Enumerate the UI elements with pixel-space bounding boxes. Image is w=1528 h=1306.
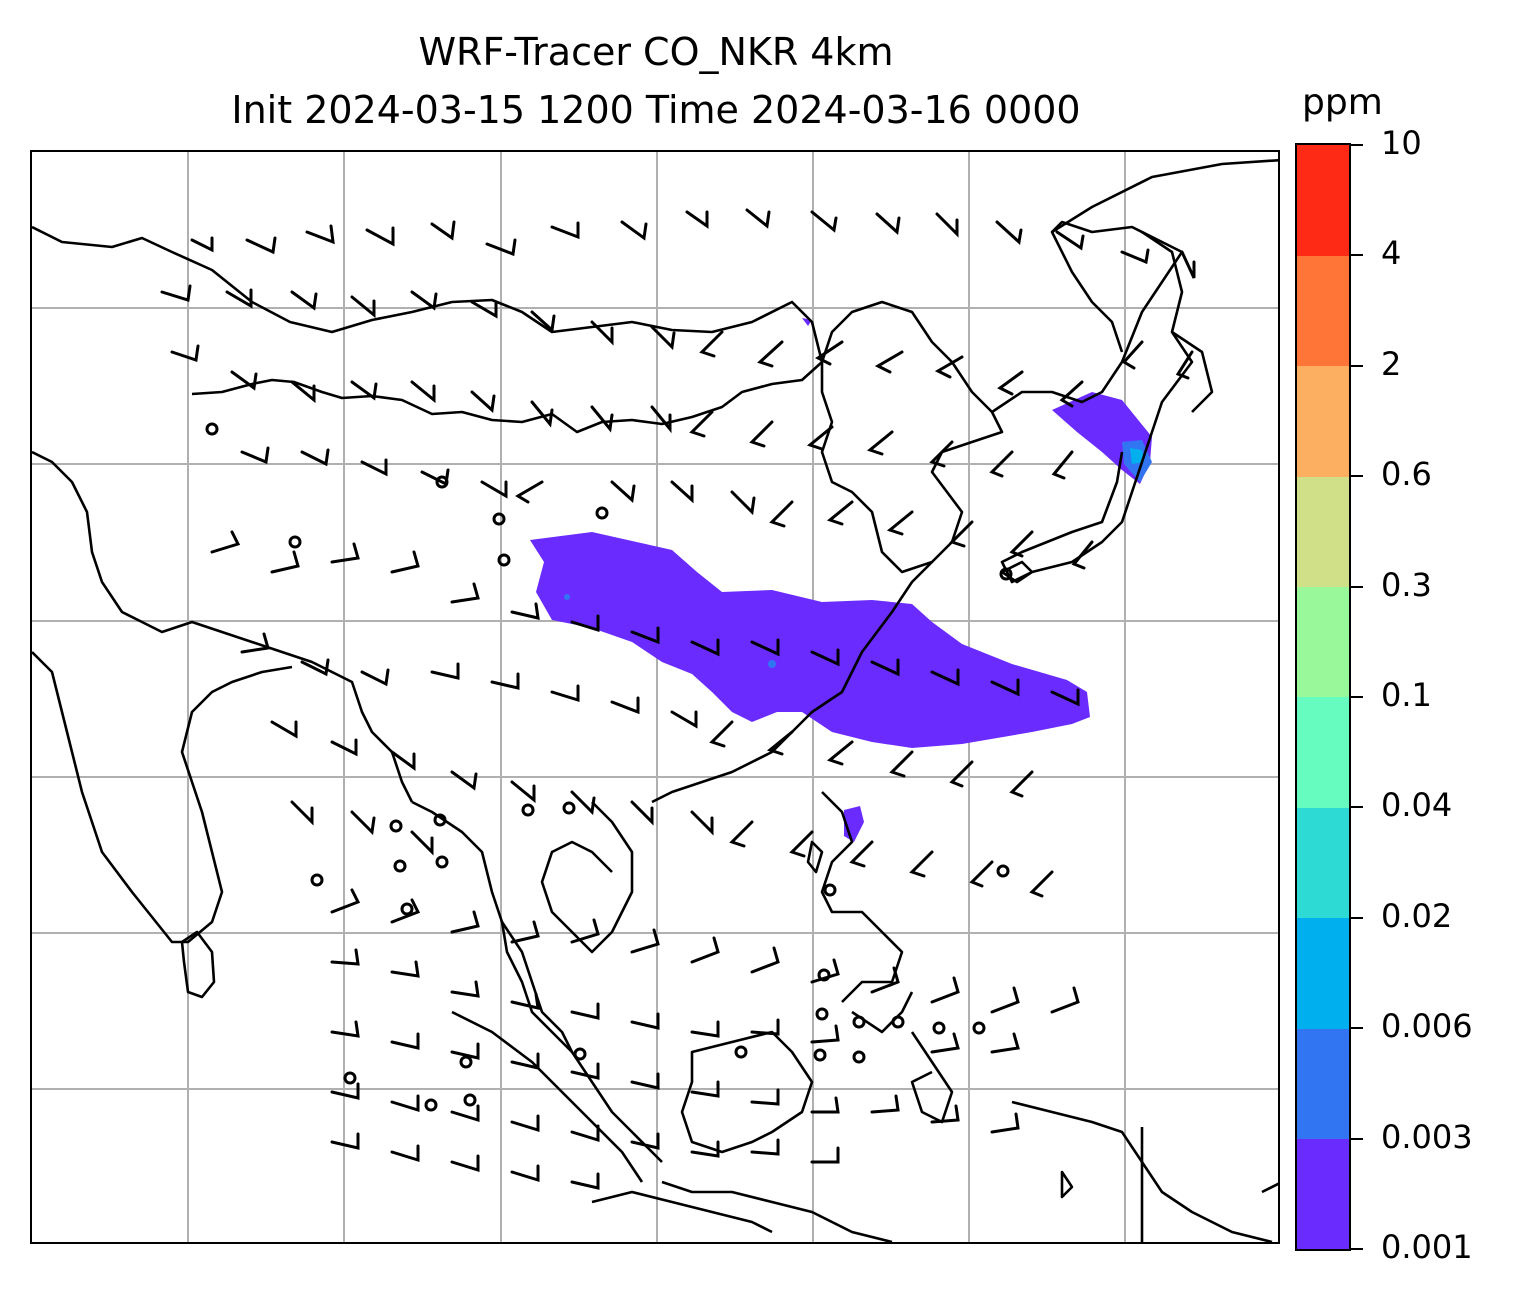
colorbar-segment	[1297, 255, 1349, 367]
gridlines	[32, 152, 1278, 1242]
colorbar-tick-label: 0.001	[1381, 1228, 1473, 1266]
colorbar-segment	[1297, 807, 1349, 919]
colorbar-tick-label: 4	[1381, 234, 1402, 273]
colorbar-segment	[1297, 586, 1349, 698]
wind-barbs	[160, 208, 1196, 1190]
coastlines	[32, 158, 1278, 1242]
colorbar-tick	[1351, 144, 1363, 146]
colorbar-tick	[1351, 916, 1363, 919]
colorbar-tick-label: 0.003	[1381, 1117, 1473, 1156]
colorbar-tick-label: 0.3	[1381, 565, 1432, 604]
colorbar-tick-label: 2	[1381, 344, 1402, 383]
colorbar-tick-label: 0.006	[1381, 1007, 1473, 1046]
colorbar-tick	[1351, 585, 1363, 588]
colorbar-tick	[1351, 254, 1363, 257]
colorbar	[1295, 143, 1351, 1251]
colorbar-tick	[1351, 364, 1363, 367]
map-canvas	[32, 152, 1278, 1242]
colorbar-tick-label: 0.6	[1381, 455, 1432, 494]
colorbar-segment	[1297, 917, 1349, 1029]
map-panel	[30, 150, 1280, 1244]
colorbar-tick-label: 0.1	[1381, 676, 1432, 714]
tracer-plume	[530, 318, 1152, 842]
calm-markers	[205, 422, 1013, 1112]
colorbar-segment	[1297, 1138, 1349, 1250]
colorbar-segment	[1297, 1028, 1349, 1140]
colorbar-segment	[1297, 145, 1349, 256]
colorbar-segment	[1297, 697, 1349, 808]
chart-title-line1: WRF-Tracer CO_NKR 4km	[418, 30, 894, 74]
colorbar-tick	[1351, 696, 1363, 698]
chart-title-line2: Init 2024-03-15 1200 Time 2024-03-16 000…	[231, 88, 1081, 132]
colorbar-tick-label: 0.02	[1381, 896, 1453, 935]
colorbar-tick-label: 0.04	[1381, 786, 1453, 825]
colorbar-tick	[1351, 1027, 1363, 1030]
colorbar-tick	[1351, 806, 1363, 809]
colorbar-unit: ppm	[1302, 82, 1383, 123]
colorbar-tick	[1351, 1248, 1363, 1250]
colorbar-segment	[1297, 476, 1349, 588]
colorbar-tick-label: 10	[1381, 124, 1422, 162]
colorbar-segment	[1297, 365, 1349, 477]
colorbar-tick	[1351, 1137, 1363, 1140]
colorbar-tick	[1351, 475, 1363, 478]
